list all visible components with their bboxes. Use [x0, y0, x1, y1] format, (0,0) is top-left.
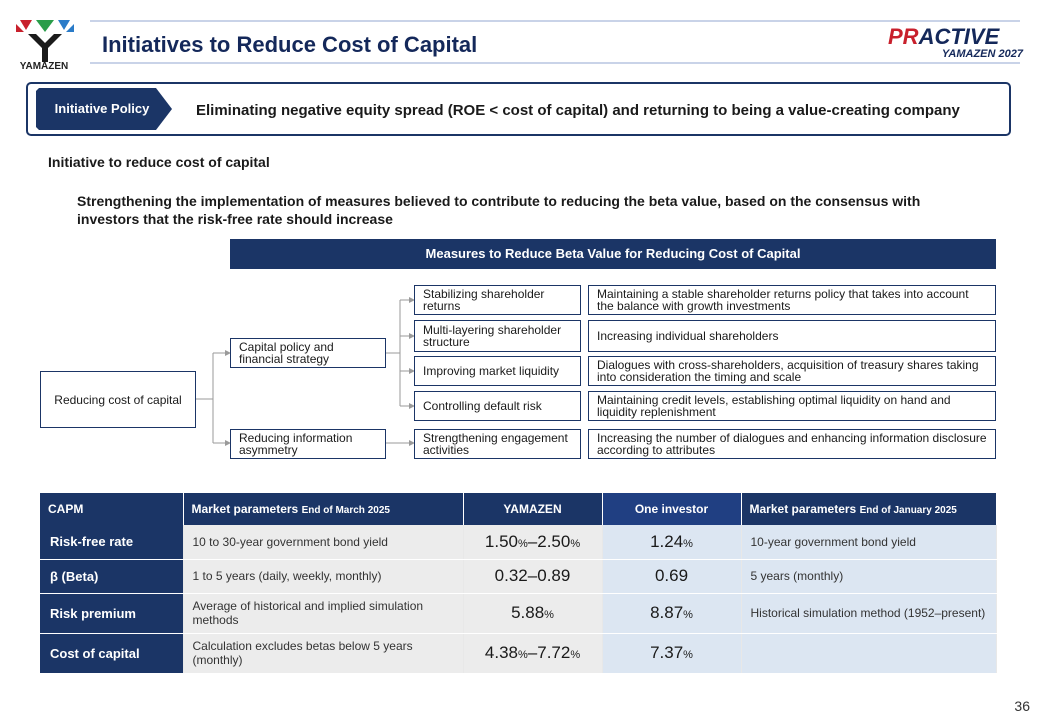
- investor-value: 8.87%: [602, 593, 742, 634]
- yamazen-value-high: 0.89: [537, 566, 571, 585]
- level2-node-market-liquidity: Improving market liquidity: [414, 356, 581, 386]
- yamazen-value: 4.38%–7.72%: [463, 633, 603, 674]
- policy-tag-arrow: [36, 88, 172, 130]
- row-label: Risk-free rate: [40, 525, 184, 560]
- range-separator: –: [527, 566, 538, 585]
- yamazen-value-low: 1.50: [484, 531, 518, 551]
- logo-wordmark: YAMAZEN: [19, 61, 69, 72]
- header-market-params-march-date: End of March 2025: [301, 505, 390, 516]
- market-note: 10-year government bond yield: [741, 525, 997, 560]
- section-title: Initiative to reduce cost of capital: [48, 154, 270, 170]
- unit: %: [683, 609, 693, 621]
- yamazen-value-low: 4.38: [484, 643, 518, 662]
- row-description: Average of historical and implied simula…: [183, 593, 464, 634]
- header-rule-top: [90, 20, 1020, 22]
- table-row: Risk-free rate 10 to 30-year government …: [40, 525, 997, 560]
- level2-node-engagement: Strengthening engagement activities: [414, 429, 581, 459]
- yamazen-value-high: 2.50: [537, 531, 571, 551]
- unit: %: [517, 537, 528, 550]
- header-market-params-march: Market parameters End of March 2025: [183, 493, 464, 525]
- header-market-params-march-main: Market parameters: [191, 502, 299, 516]
- row-label: β (Beta): [40, 559, 184, 594]
- root-node: Reducing cost of capital: [40, 371, 196, 428]
- header-one-investor: One investor: [602, 493, 742, 525]
- table-row: Cost of capital Calculation excludes bet…: [40, 633, 997, 674]
- level2-node-stabilizing-returns: Stabilizing shareholder returns: [414, 285, 581, 315]
- level3-node-individual-shareholders: Increasing individual shareholders: [588, 320, 996, 352]
- row-label: Risk premium: [40, 593, 184, 634]
- row-label: Cost of capital: [40, 633, 184, 674]
- section-description: Strengthening the implementation of meas…: [77, 193, 921, 227]
- header-market-params-january-main: Market parameters: [749, 502, 857, 516]
- header-rule-bottom: [90, 62, 1020, 64]
- yamazen-logo-icon: [16, 20, 74, 62]
- yamazen-value-low: 0.32: [494, 566, 528, 585]
- level2-node-default-risk: Controlling default risk: [414, 391, 581, 421]
- measures-header: Measures to Reduce Beta Value for Reduci…: [230, 239, 996, 269]
- level3-node-returns-policy: Maintaining a stable shareholder returns…: [588, 285, 996, 315]
- investor-value: 0.69: [602, 559, 742, 594]
- level2-node-multi-layering: Multi-layering shareholder structure: [414, 320, 581, 352]
- unit: %: [683, 649, 693, 661]
- investor-number: 1.24: [650, 531, 684, 551]
- investor-number: 7.37: [650, 643, 684, 662]
- yamazen-value: 5.88%: [463, 593, 603, 634]
- capm-table: CAPM Market parameters End of March 2025…: [40, 493, 997, 674]
- header-market-params-january-date: End of January 2025: [859, 505, 957, 516]
- row-description: 1 to 5 years (daily, weekly, monthly): [183, 559, 464, 594]
- yamazen-value: 1.50%–2.50%: [463, 525, 603, 560]
- policy-tag-label: Initiative Policy: [54, 101, 150, 116]
- level1-node-capital-policy: Capital policy and financial strategy: [230, 338, 386, 368]
- investor-value: 1.24%: [602, 525, 742, 560]
- page-title: Initiatives to Reduce Cost of Capital: [102, 32, 478, 57]
- level1-node-information-asymmetry: Reducing information asymmetry: [230, 429, 386, 459]
- brand-suffix: ACTIVE: [918, 24, 1000, 49]
- row-description: Calculation excludes betas below 5 years…: [183, 633, 464, 674]
- range-separator: –: [527, 531, 538, 551]
- table-row: Risk premium Average of historical and i…: [40, 593, 997, 634]
- range-separator: –: [527, 643, 538, 662]
- header-yamazen: YAMAZEN: [463, 493, 603, 525]
- proactive-brand-logo: PRACTIVE YAMAZEN 2027: [888, 24, 1023, 61]
- level3-node-cross-shareholders: Dialogues with cross-shareholders, acqui…: [588, 356, 996, 386]
- investor-value: 7.37%: [602, 633, 742, 674]
- unit: %: [570, 649, 581, 661]
- investor-number: 0.69: [654, 566, 689, 585]
- unit: %: [544, 609, 554, 621]
- table-header-row: CAPM Market parameters End of March 2025…: [40, 493, 997, 525]
- unit: %: [570, 537, 581, 550]
- level3-node-credit-levels: Maintaining credit levels, establishing …: [588, 391, 996, 421]
- unit: %: [517, 649, 528, 661]
- brand-prefix: PR: [888, 24, 919, 49]
- market-note: Historical simulation method (1952–prese…: [741, 593, 997, 634]
- policy-box: [26, 82, 1011, 136]
- header-market-params-january: Market parameters End of January 2025: [741, 493, 997, 525]
- page-number: 36: [1014, 698, 1030, 714]
- row-description: 10 to 30-year government bond yield: [183, 525, 464, 560]
- unit: %: [683, 537, 693, 550]
- policy-statement: Eliminating negative equity spread (ROE …: [196, 102, 960, 119]
- yamazen-value-low: 5.88: [511, 603, 545, 622]
- table-row: β (Beta) 1 to 5 years (daily, weekly, mo…: [40, 559, 997, 594]
- brand-subtitle: YAMAZEN 2027: [941, 48, 1023, 60]
- market-note: [741, 633, 997, 674]
- header-capm: CAPM: [40, 493, 184, 525]
- yamazen-value-high: 7.72: [537, 643, 571, 662]
- investor-number: 8.87: [650, 603, 684, 622]
- level3-node-dialogues: Increasing the number of dialogues and e…: [588, 429, 996, 459]
- market-note: 5 years (monthly): [741, 559, 997, 594]
- yamazen-value: 0.32–0.89: [463, 559, 603, 594]
